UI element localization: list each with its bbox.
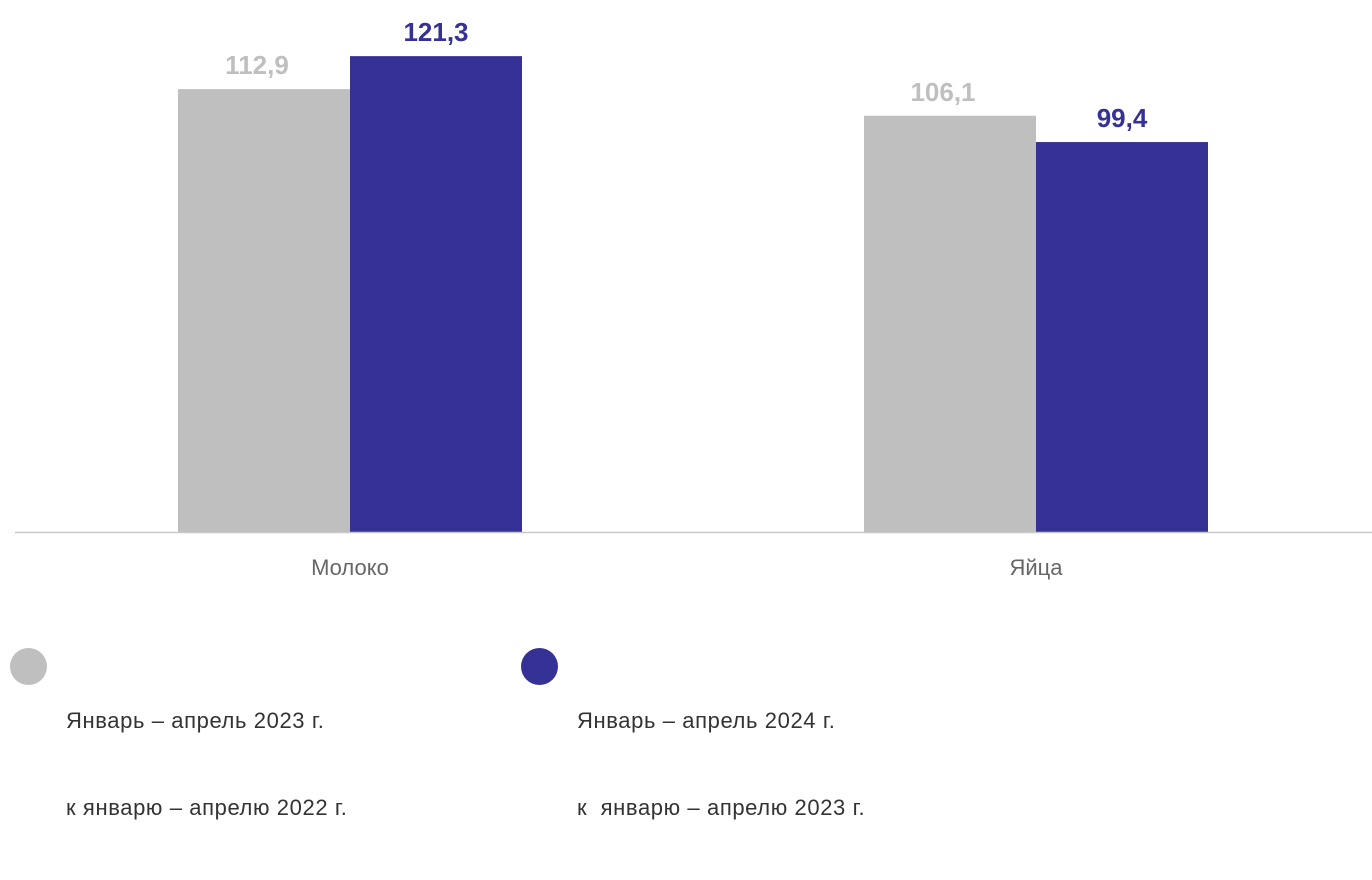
legend-marker-2024 xyxy=(521,648,558,685)
legend-label-2023-line1: Январь – апрель 2023 г. xyxy=(66,708,325,733)
category-label-eggs: Яйца xyxy=(1009,555,1063,580)
category-label-milk: Молоко xyxy=(311,555,389,580)
legend-item-2024: Январь – апрель 2024 г. к январю – апрел… xyxy=(521,648,865,880)
bar-eggs-2023 xyxy=(864,115,1036,532)
legend-marker-2023 xyxy=(10,648,47,685)
data-label-milk-2023: 112,9 xyxy=(225,50,289,80)
bar-chart: 112,9 121,3 Молоко 106,1 99,4 Яйца xyxy=(15,17,1372,580)
bar-milk-2024 xyxy=(350,56,522,532)
data-label-eggs-2024: 99,4 xyxy=(1097,103,1148,133)
legend-label-2023: Январь – апрель 2023 г. к январю – апрел… xyxy=(66,648,348,880)
bar-eggs-2024 xyxy=(1036,142,1208,533)
bar-milk-2023 xyxy=(178,89,350,532)
legend-item-2023: Январь – апрель 2023 г. к январю – апрел… xyxy=(10,648,348,880)
legend-label-2024-line1: Январь – апрель 2024 г. xyxy=(577,708,836,733)
data-label-eggs-2023: 106,1 xyxy=(910,77,975,107)
data-label-milk-2024: 121,3 xyxy=(403,17,468,47)
legend-label-2023-line2: к январю – апрелю 2022 г. xyxy=(66,795,348,820)
legend-label-2024: Январь – апрель 2024 г. к январю – апрел… xyxy=(577,648,865,880)
legend-label-2024-line2: к январю – апрелю 2023 г. xyxy=(577,795,866,820)
